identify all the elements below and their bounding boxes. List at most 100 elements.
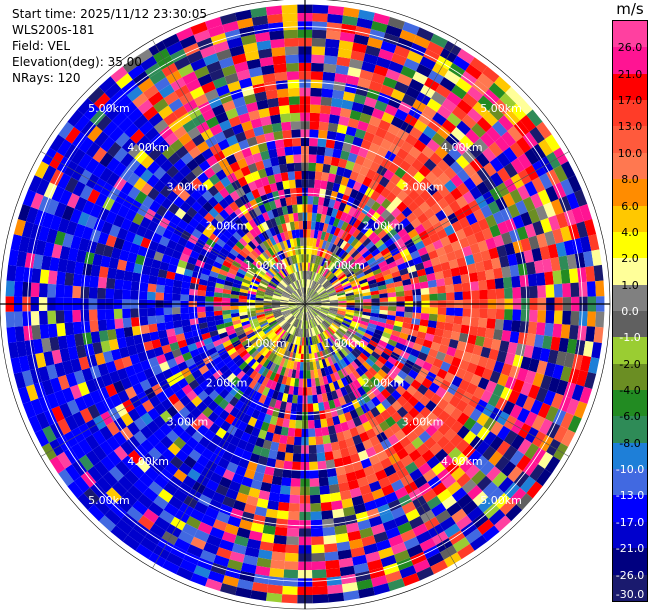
radar-gate xyxy=(287,171,296,181)
radar-gate xyxy=(153,346,164,357)
radar-gate xyxy=(312,306,321,310)
radar-gate xyxy=(236,253,246,262)
radar-gate xyxy=(159,172,173,186)
radar-gate xyxy=(130,281,141,291)
radar-gate xyxy=(288,301,297,304)
radar-gate xyxy=(326,576,342,586)
radar-gate xyxy=(306,279,309,288)
radar-gate xyxy=(313,301,322,303)
radar-gate xyxy=(544,362,556,378)
radar-gate xyxy=(119,249,130,262)
radar-gate xyxy=(311,293,319,300)
radar-gate xyxy=(178,63,194,78)
radar-gate xyxy=(332,148,342,159)
radar-gate xyxy=(327,13,343,24)
radar-gate xyxy=(378,547,394,560)
radar-gate xyxy=(49,456,66,474)
radar-gate xyxy=(374,239,385,249)
radar-gate xyxy=(208,207,220,219)
radar-gate xyxy=(286,285,294,293)
radar-gate xyxy=(477,356,489,368)
radar-gate xyxy=(127,408,141,422)
radar-gate xyxy=(140,168,154,183)
radar-gate xyxy=(336,124,348,135)
radar-gate xyxy=(250,7,267,18)
radar-gate xyxy=(442,269,453,279)
radar-gate xyxy=(266,286,275,292)
radar-gate xyxy=(313,300,322,303)
radar-gate xyxy=(327,173,337,183)
radar-gate xyxy=(92,430,107,446)
radar-gate xyxy=(283,460,293,470)
radar-gate xyxy=(123,326,134,338)
radar-gate xyxy=(252,445,263,456)
radar-gate xyxy=(14,311,24,327)
radar-gate xyxy=(390,116,405,129)
radar-gate xyxy=(318,312,327,319)
radar-gate xyxy=(266,140,277,151)
radar-gate xyxy=(524,181,538,197)
radar-gate xyxy=(330,364,338,374)
radar-gate xyxy=(355,367,365,377)
radar-gate xyxy=(453,452,468,467)
radar-gate xyxy=(309,121,320,130)
radar-gate xyxy=(327,425,337,435)
radar-gate xyxy=(314,255,320,265)
radar-gate xyxy=(135,370,148,383)
radar-gate xyxy=(92,445,107,461)
radar-gate xyxy=(305,304,311,310)
radar-gate xyxy=(467,506,484,522)
radar-gate xyxy=(425,171,438,184)
colorbar-swatch: 21.0 xyxy=(613,47,647,81)
radar-gate xyxy=(426,41,444,56)
radar-gate xyxy=(57,173,72,190)
radar-gate xyxy=(143,508,159,524)
radar-gate xyxy=(348,352,357,361)
radar-gate xyxy=(65,220,78,236)
radar-gate xyxy=(153,251,164,262)
radar-gate xyxy=(175,333,186,342)
radar-gate xyxy=(193,29,211,43)
radar-gate xyxy=(279,349,286,358)
radar-gate xyxy=(255,297,264,301)
range-ring-label: 4.00km xyxy=(441,455,483,468)
radar-gate xyxy=(215,111,229,124)
radar-gate xyxy=(321,205,329,215)
radar-gate xyxy=(255,305,264,308)
radar-gate xyxy=(182,351,193,362)
radar-gate xyxy=(363,305,372,310)
radar-gate xyxy=(560,366,572,382)
radar-gate xyxy=(303,320,305,329)
radar-gate xyxy=(595,280,605,297)
radar-gate xyxy=(290,296,298,301)
radar-gate xyxy=(237,332,247,340)
radar-gate xyxy=(463,430,477,445)
radar-gate xyxy=(110,503,127,520)
radar-gate xyxy=(222,309,231,315)
radar-gate xyxy=(422,469,437,483)
radar-gate xyxy=(310,291,318,299)
radar-gate xyxy=(334,174,343,185)
radar-gate xyxy=(330,277,338,284)
radar-gate xyxy=(465,64,483,80)
radar-gate xyxy=(354,293,363,298)
colorbar-swatch: 26.0 xyxy=(613,21,647,54)
radar-gate xyxy=(316,256,322,265)
radar-gate xyxy=(308,320,311,329)
radar-gate xyxy=(496,350,508,364)
radar-gate xyxy=(380,40,397,54)
radar-gate xyxy=(483,503,500,520)
radar-gate xyxy=(492,471,508,488)
radar-gate xyxy=(73,223,86,238)
radar-gate xyxy=(264,310,273,314)
radar-gate xyxy=(461,351,473,363)
radar-gate xyxy=(205,291,215,297)
radar-gate xyxy=(340,251,349,260)
radar-gate xyxy=(543,202,556,218)
colorbar-tick-label: -26.0 xyxy=(615,568,645,582)
radar-gate xyxy=(154,153,168,167)
radar-gate xyxy=(394,514,409,527)
radar-gate xyxy=(322,279,330,287)
radar-gate xyxy=(222,100,236,112)
radar-gate xyxy=(142,141,157,156)
